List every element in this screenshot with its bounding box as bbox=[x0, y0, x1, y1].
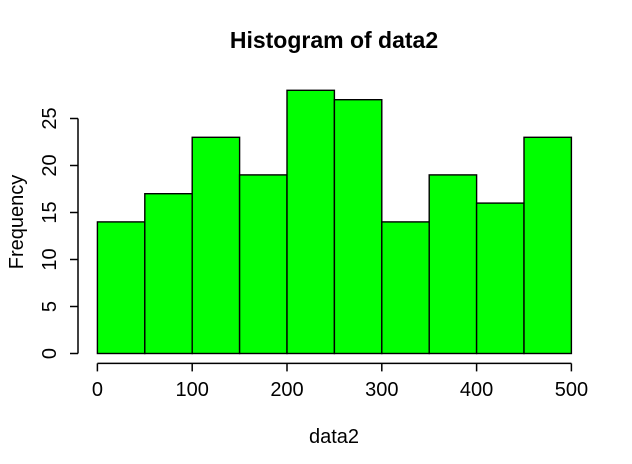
y-tick-label: 5 bbox=[39, 301, 61, 312]
y-tick-label: 20 bbox=[39, 154, 61, 176]
x-tick-label: 500 bbox=[555, 379, 588, 401]
x-tick-label: 100 bbox=[176, 379, 209, 401]
histogram-bar bbox=[191, 136, 241, 355]
histogram-bar bbox=[96, 221, 146, 355]
histogram-bar bbox=[333, 98, 383, 355]
y-tick-label: 10 bbox=[39, 248, 61, 270]
histogram-bar bbox=[475, 202, 525, 355]
histogram-bar bbox=[428, 174, 478, 355]
histogram-bar bbox=[523, 136, 573, 355]
histogram-bar bbox=[144, 192, 193, 355]
histogram-bar bbox=[238, 174, 288, 355]
x-tick-label: 300 bbox=[365, 379, 398, 401]
x-tick-label: 200 bbox=[270, 379, 303, 401]
bars-group bbox=[96, 89, 573, 355]
x-tick-label: 0 bbox=[92, 379, 103, 401]
axes-group: 0 100 200 300 400 500 0 5 10 15 20 25 bbox=[39, 107, 588, 401]
y-tick-label: 15 bbox=[39, 201, 61, 223]
x-tick-label: 400 bbox=[460, 379, 493, 401]
y-axis-label: Frequency bbox=[6, 175, 28, 270]
histogram-bar bbox=[286, 89, 336, 355]
x-axis-label: data2 bbox=[309, 426, 359, 448]
chart-title: Histogram of data2 bbox=[230, 27, 438, 53]
histogram-bar bbox=[381, 221, 430, 355]
y-tick-label: 25 bbox=[39, 107, 61, 129]
y-tick-label: 0 bbox=[39, 348, 61, 359]
